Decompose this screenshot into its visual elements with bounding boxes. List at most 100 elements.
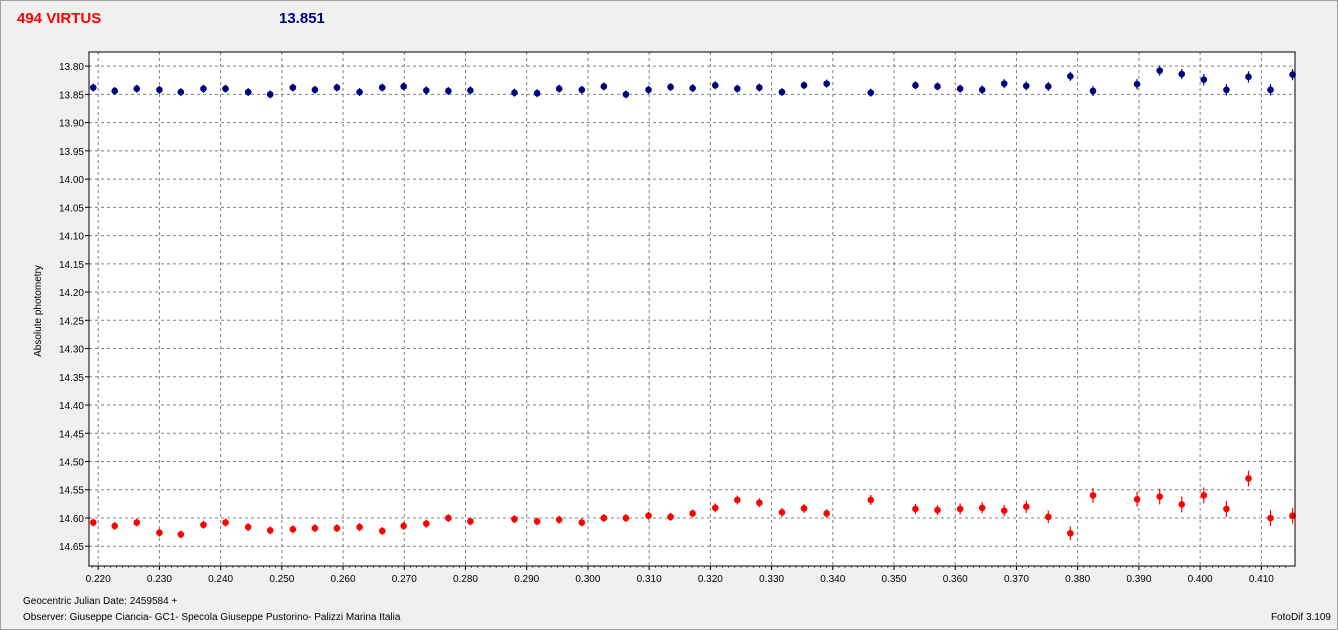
y-tick-label: 14.65 [59, 542, 84, 553]
data-point [912, 82, 919, 89]
data-point [689, 510, 696, 517]
x-tick-label: 0.410 [1249, 574, 1274, 585]
y-tick-label: 13.95 [59, 147, 84, 158]
data-point [711, 504, 719, 512]
x-tick-label: 0.390 [1126, 574, 1151, 585]
plot-area [89, 52, 1295, 566]
data-point [1133, 496, 1141, 503]
data-point [1223, 505, 1230, 513]
data-point [1289, 71, 1296, 78]
data-point [533, 89, 541, 97]
data-point [400, 522, 407, 530]
y-axis-label: Absolute photometry [33, 265, 44, 357]
data-point [689, 84, 696, 92]
x-tick-label: 0.300 [575, 574, 600, 585]
data-point [711, 82, 719, 89]
x-tick-label: 0.310 [637, 574, 662, 585]
data-point [356, 523, 363, 531]
data-point [378, 84, 386, 91]
data-point [89, 519, 97, 526]
x-tick-label: 0.270 [392, 574, 417, 585]
y-tick-label: 14.40 [59, 401, 84, 412]
data-point [467, 518, 474, 525]
y-tick-label: 14.20 [59, 288, 84, 299]
x-tick-label: 0.350 [882, 574, 907, 585]
data-point [156, 529, 163, 536]
data-point [1267, 514, 1274, 522]
data-point [867, 496, 875, 504]
data-point [266, 91, 274, 98]
x-tick-label: 0.260 [331, 574, 356, 585]
data-point [1223, 86, 1230, 94]
data-point [622, 514, 630, 522]
data-point [511, 89, 518, 96]
data-point [1000, 80, 1008, 87]
data-point [1044, 513, 1052, 521]
data-point [1022, 503, 1030, 510]
data-point [578, 86, 586, 94]
data-point [800, 82, 808, 89]
x-tick-label: 0.290 [514, 574, 539, 585]
data-point [978, 86, 986, 94]
data-point [823, 510, 830, 517]
x-tick-label: 0.400 [1188, 574, 1213, 585]
y-tick-label: 14.05 [59, 203, 84, 214]
x-tick-label: 0.240 [208, 574, 233, 585]
plot-border [88, 51, 1296, 567]
data-point [734, 496, 741, 504]
data-point [867, 89, 875, 96]
x-tick-label: 0.340 [820, 574, 845, 585]
data-point [222, 519, 229, 526]
data-point [266, 527, 274, 534]
y-tick-label: 13.90 [59, 119, 84, 130]
data-point [244, 523, 252, 531]
x-tick-label: 0.250 [269, 574, 294, 585]
data-point [823, 80, 830, 87]
data-point [111, 522, 119, 530]
data-point [423, 87, 430, 94]
data-point [1044, 83, 1052, 90]
series-2 [89, 470, 1296, 541]
data-point [667, 83, 674, 91]
data-point [1178, 501, 1186, 508]
series-1 [89, 65, 1296, 99]
data-point [311, 524, 319, 532]
data-point [333, 524, 341, 532]
data-point [734, 85, 741, 93]
data-point [1245, 475, 1252, 482]
observer-label: Observer: Giuseppe Ciancia- GC1- Specola… [23, 612, 401, 623]
data-point [511, 515, 518, 523]
y-tick-label: 14.00 [59, 175, 84, 186]
y-tick-label: 14.10 [59, 232, 84, 243]
data-point [756, 499, 763, 507]
data-point [1089, 87, 1097, 95]
data-point [177, 88, 185, 96]
x-tick-label: 0.220 [86, 574, 111, 585]
data-point [445, 87, 452, 95]
x-tick-label: 0.230 [147, 574, 172, 585]
data-point [133, 85, 141, 93]
data-point [1133, 80, 1141, 88]
data-point [1156, 493, 1164, 500]
data-point [200, 85, 207, 93]
data-point [1000, 507, 1008, 514]
data-point [356, 88, 363, 96]
data-point [956, 85, 964, 93]
x-tick-label: 0.320 [698, 574, 723, 585]
data-point [934, 83, 941, 90]
data-point [1156, 67, 1164, 74]
reference-magnitude: 13.851 [279, 10, 325, 27]
data-point [133, 519, 141, 526]
data-point [600, 83, 608, 90]
data-point [1089, 492, 1097, 499]
data-point [177, 531, 185, 538]
data-point [1200, 76, 1208, 83]
data-point [956, 505, 964, 513]
x-tick-label: 0.330 [759, 574, 784, 585]
data-point [445, 514, 452, 522]
data-point [111, 87, 119, 95]
data-point [645, 512, 652, 520]
y-tick-label: 13.85 [59, 90, 84, 101]
data-point [778, 509, 786, 516]
